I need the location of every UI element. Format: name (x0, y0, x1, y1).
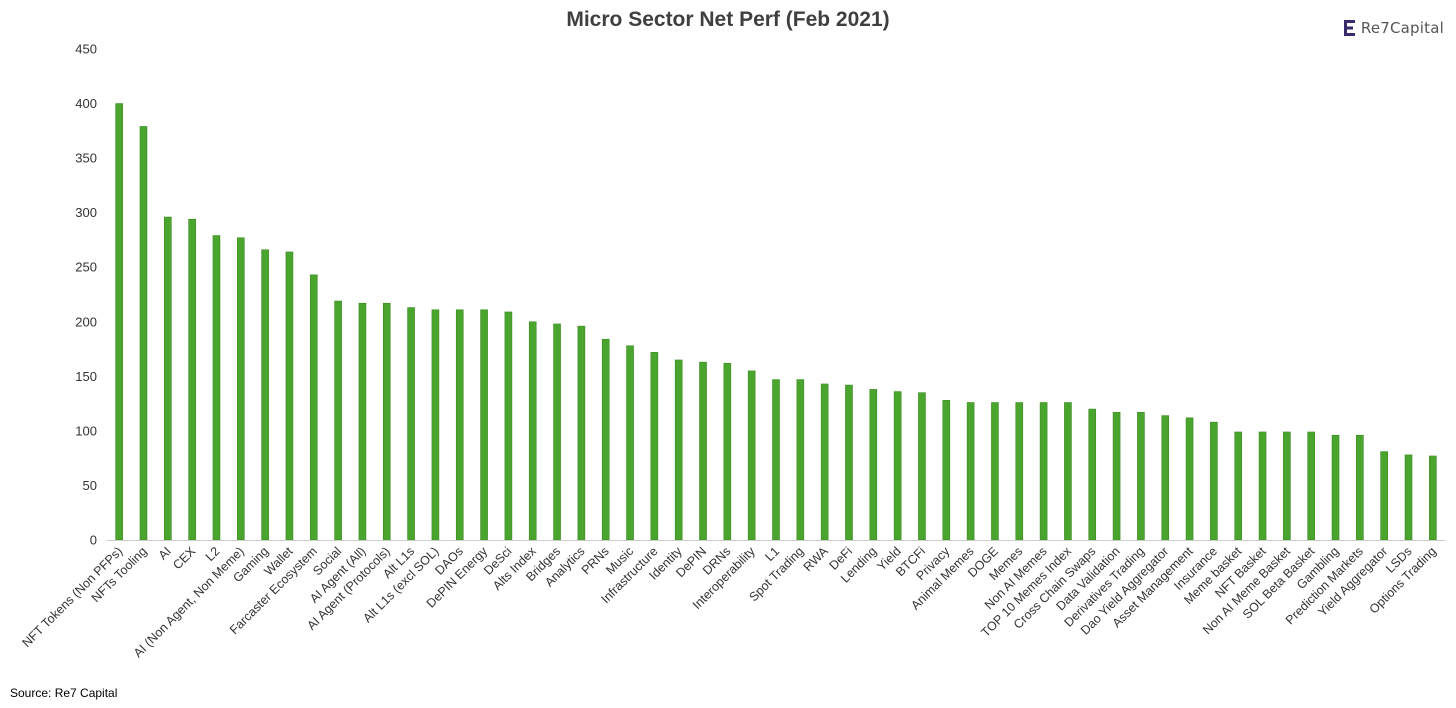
bar (966, 402, 975, 541)
chart-title: Micro Sector Net Perf (Feb 2021) (566, 8, 890, 31)
bar (1307, 431, 1315, 541)
bar (869, 389, 878, 541)
bar (455, 309, 464, 541)
bar (723, 362, 732, 541)
bar (1185, 417, 1194, 541)
bar (139, 126, 148, 541)
re7-logo-icon (1343, 20, 1355, 36)
bar (820, 383, 829, 541)
bars-group (115, 103, 1437, 541)
source-note: Source: Re7 Capital (10, 686, 118, 700)
y-axis: 0 50 100 150 200 250 300 350 400 450 (75, 42, 97, 548)
y-tick-label: 450 (75, 42, 97, 57)
bar (577, 325, 586, 541)
bar (1356, 434, 1364, 541)
bar (528, 321, 537, 541)
bar (1404, 454, 1413, 541)
y-tick-label: 200 (75, 314, 97, 329)
bar (1112, 412, 1121, 541)
bar (431, 309, 440, 541)
x-category-label: CEX (170, 544, 199, 573)
y-tick-label: 100 (75, 423, 97, 438)
bar (407, 307, 415, 541)
x-category-label: AI (156, 544, 174, 562)
bar (1137, 412, 1145, 541)
bar (358, 302, 367, 541)
bar (626, 345, 634, 541)
bar (480, 309, 488, 541)
bar (747, 370, 756, 541)
bar (164, 216, 172, 541)
bar (893, 391, 902, 541)
bar (1088, 408, 1097, 541)
bar (1064, 402, 1072, 541)
bar (1380, 451, 1388, 541)
bar (650, 352, 659, 541)
y-tick-label: 300 (75, 205, 97, 220)
bar (382, 302, 391, 541)
y-tick-label: 350 (75, 151, 97, 166)
bar (115, 103, 123, 541)
bar (504, 311, 513, 541)
bar (309, 274, 318, 541)
y-tick-label: 50 (83, 478, 97, 493)
bar (918, 392, 926, 541)
bar (772, 379, 780, 541)
y-tick-label: 250 (75, 260, 97, 275)
y-tick-label: 150 (75, 369, 97, 384)
bar (212, 235, 221, 541)
bar (796, 379, 805, 541)
x-category-label: RWA (801, 544, 832, 575)
bar (285, 251, 294, 541)
bar (1210, 421, 1218, 541)
bar (1161, 415, 1170, 541)
bar (188, 218, 196, 541)
bar (1429, 455, 1437, 541)
bar (991, 402, 999, 541)
bar (1331, 434, 1340, 541)
brand-logo: Re7Capital (1343, 19, 1444, 37)
bar (942, 400, 951, 541)
logo-text: Re7Capital (1360, 19, 1444, 37)
bar (699, 361, 707, 541)
x-category-label: NFT Tokens (Non PFPs) (19, 544, 125, 650)
bar (553, 323, 561, 541)
bar (334, 300, 342, 541)
bar (601, 338, 610, 541)
bar (674, 359, 683, 541)
y-tick-label: 0 (90, 533, 97, 548)
bar (1258, 431, 1267, 541)
bar (1015, 402, 1024, 541)
bar (845, 384, 853, 541)
y-tick-label: 400 (75, 96, 97, 111)
bar (1283, 431, 1291, 541)
bar (237, 237, 245, 541)
bar (1039, 402, 1048, 541)
bar (1234, 431, 1243, 541)
bar (261, 249, 269, 541)
